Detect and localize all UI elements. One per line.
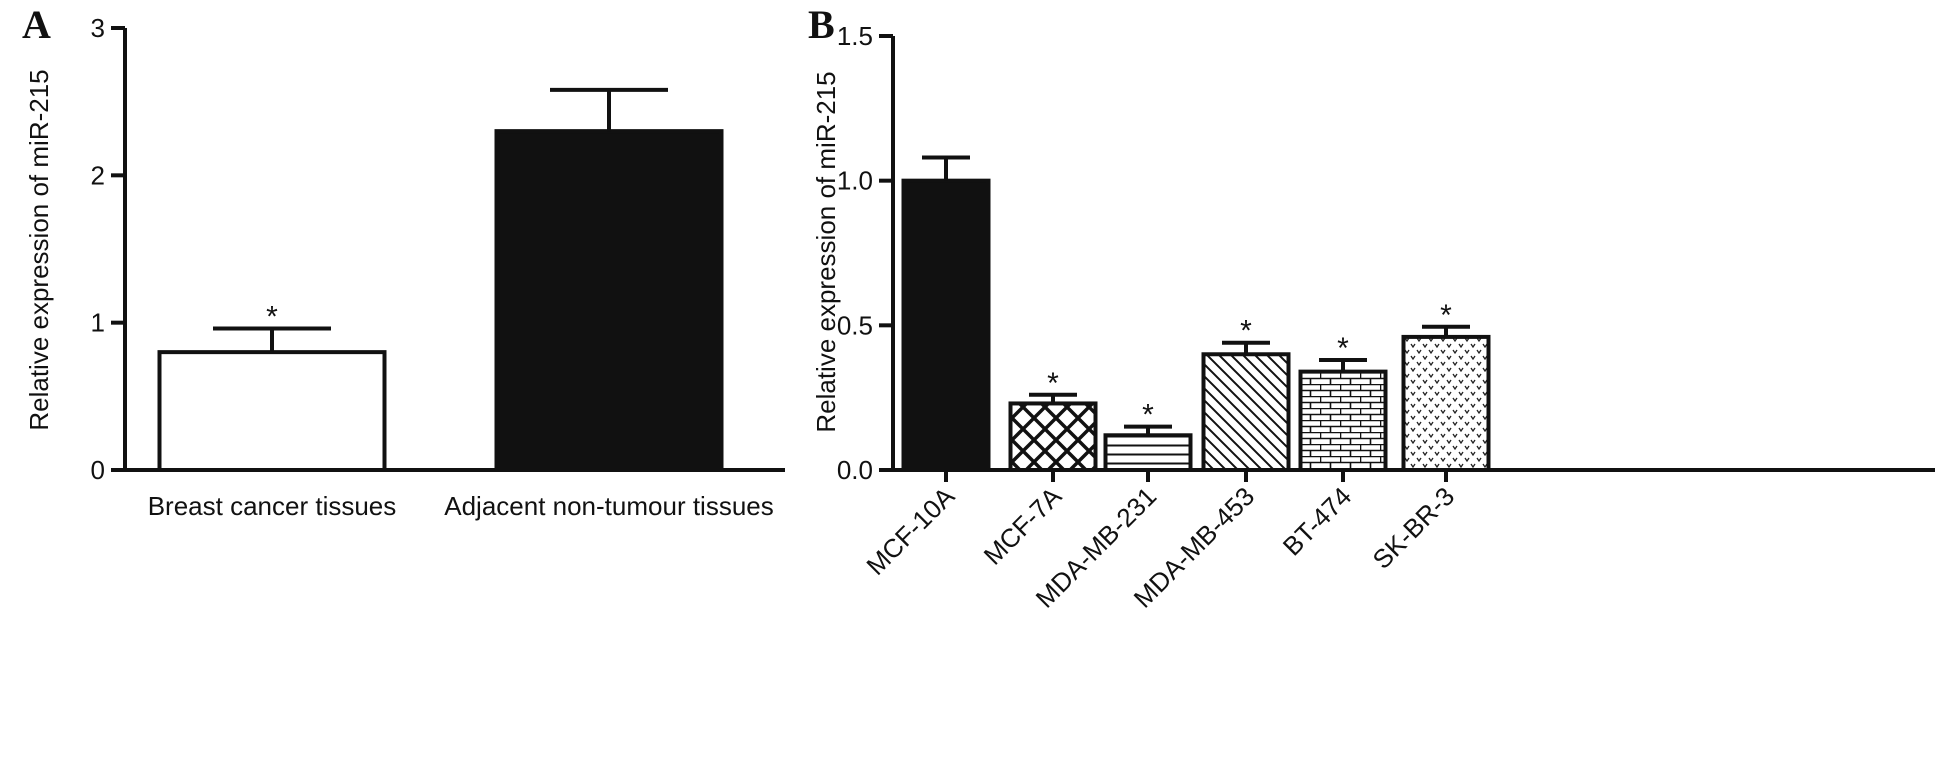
category-labels: Breast cancer tissues Adjacent non-tumour… <box>148 491 774 521</box>
bar-bt-474 <box>1298 369 1388 473</box>
y-tick-label: 1 <box>91 308 105 338</box>
significance-mark: * <box>1142 399 1154 432</box>
axis-lines <box>123 28 785 472</box>
y-tick-label: 0.0 <box>837 455 873 485</box>
category-label: MCF-10A <box>860 481 960 581</box>
error-bar <box>1422 324 1470 337</box>
bar-mda-mb-231 <box>1103 433 1193 472</box>
significance-mark: * <box>1337 332 1349 365</box>
y-axis-title: Relative expression of miR-215 <box>811 71 841 432</box>
bar-adjacent-non-tumour-tissues <box>494 129 724 472</box>
error-bars <box>922 155 1470 436</box>
error-bars <box>213 87 668 353</box>
bar-breast-cancer-tissues <box>157 350 387 472</box>
y-tick-label: 3 <box>91 13 105 43</box>
y-tick-label: 0.5 <box>837 310 873 340</box>
panel-letter-b: B <box>808 2 835 47</box>
error-bar <box>1319 358 1367 372</box>
error-bar <box>1124 424 1172 436</box>
bars <box>901 178 1491 473</box>
panel-letter-a: A <box>22 2 51 47</box>
bars <box>157 129 724 472</box>
category-label: SK-BR-3 <box>1366 481 1460 575</box>
y-tick-label: 0 <box>91 455 105 485</box>
panel-b: B Relative expression of miR-215 0.0 0.5 1… <box>808 2 1935 614</box>
y-tick-label: 1.5 <box>837 21 873 51</box>
error-bar <box>1222 340 1270 355</box>
y-axis-title: Relative expression of miR-215 <box>24 69 54 430</box>
error-bar <box>922 155 970 181</box>
bar-mcf-10a <box>901 178 991 473</box>
y-axis-ticks: 0 1 2 3 <box>91 13 125 485</box>
y-tick-label: 2 <box>91 160 105 190</box>
category-label: Adjacent non-tumour tissues <box>444 491 774 521</box>
category-label: MCF-7A <box>978 481 1068 571</box>
significance-mark: * <box>266 301 278 334</box>
significance-mark: * <box>1047 367 1059 400</box>
error-bar <box>213 326 331 353</box>
category-label: BT-474 <box>1277 481 1357 561</box>
significance-marks: * <box>266 301 278 334</box>
y-axis-ticks: 0.0 0.5 1.0 1.5 <box>837 21 893 485</box>
y-tick-label: 1.0 <box>837 166 873 196</box>
significance-mark: * <box>1240 315 1252 348</box>
category-label: Breast cancer tissues <box>148 491 397 521</box>
bar-mcf-7a <box>1008 401 1098 473</box>
error-bar <box>1029 392 1077 404</box>
bar-mda-mb-453 <box>1201 352 1291 472</box>
significance-marks: * * * * * <box>1047 299 1452 432</box>
axis-lines <box>891 36 1935 472</box>
error-bar <box>550 87 668 132</box>
significance-mark: * <box>1440 299 1452 332</box>
bar-sk-br-3 <box>1401 334 1491 473</box>
